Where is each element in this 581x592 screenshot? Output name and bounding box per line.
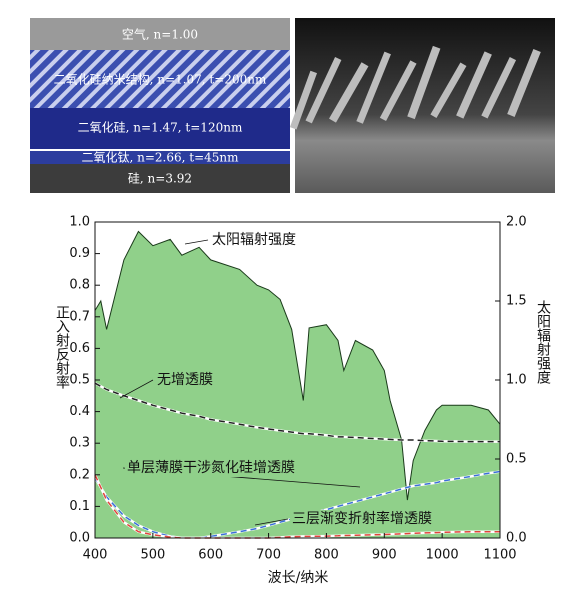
y-tick-label: 0.2 <box>69 467 90 482</box>
layer-label: 二氧化硅, n=1.47, t=120nm <box>78 121 243 135</box>
layer-gap <box>30 149 290 151</box>
nanorods <box>289 45 541 130</box>
y-tick-label: 0.8 <box>69 278 90 293</box>
y2-tick-label: 0.5 <box>506 452 527 467</box>
series-label: 单层薄膜干涉氮化硅增透膜 <box>127 460 295 476</box>
series-line <box>94 382 500 443</box>
y-tick-label: 0.1 <box>69 499 90 514</box>
x-tick-label: 900 <box>372 548 397 563</box>
y2-tick-label: 0.0 <box>506 531 527 546</box>
chart: 正入射反射率 太阳辐射强度 波长/纳米 0.0 0.1 0.2 0.3 0.4 0.5 0.… <box>54 215 551 587</box>
series-label: 太阳辐射强度 <box>212 232 296 248</box>
y-tick-label: 0.9 <box>69 246 90 261</box>
sem-image <box>289 18 555 193</box>
x-tick-label: 600 <box>198 548 223 563</box>
x-tick-label: 700 <box>256 548 281 563</box>
x-tick-label: 500 <box>140 548 165 563</box>
x-tick-label: 800 <box>314 548 339 563</box>
series-label: 无增透膜 <box>157 372 213 388</box>
layer-sio2 <box>30 108 290 149</box>
layer-label: 空气, n=1.00 <box>122 27 198 42</box>
label-leader <box>119 379 154 399</box>
label-leader <box>254 518 289 526</box>
label-leader <box>184 239 209 245</box>
x-tick-label: 1100 <box>483 548 516 563</box>
y2-tick-label: 2.0 <box>506 215 527 230</box>
layer-nano <box>30 50 290 108</box>
y-tick-label: 0.7 <box>69 309 90 324</box>
series-line <box>94 474 500 539</box>
x-tick-label: 400 <box>83 548 108 563</box>
y-tick-label: 0.0 <box>69 531 90 546</box>
layer-label: 二氧化硅纳米结构, n=1.07, t=200nm <box>54 72 267 87</box>
y-tick-label: 0.4 <box>69 404 90 419</box>
layer-tio2 <box>30 151 290 164</box>
label-bg <box>125 459 297 477</box>
y-tick-label: 1.0 <box>69 215 90 230</box>
y-tick-label: 0.3 <box>69 436 90 451</box>
y-tick-label: 0.5 <box>69 373 90 388</box>
y2-axis-label: 太阳辐射强度 <box>535 300 551 384</box>
layer-diagram: 空气, n=1.00 二氧化硅纳米结构, n=1.07, t=200nm 二氧化… <box>30 18 290 193</box>
x-axis-label: 波长/纳米 <box>268 570 329 586</box>
y-tick-label: 0.6 <box>69 341 90 356</box>
layer-si <box>30 164 290 193</box>
layer-label: 硅, n=3.92 <box>128 172 192 186</box>
label-bg <box>290 510 434 528</box>
label-bg <box>210 231 298 249</box>
label-bg <box>155 371 215 389</box>
x-tick-label: 1000 <box>426 548 459 563</box>
layer-label: 二氧化钛, n=2.66, t=45nm <box>81 150 239 165</box>
y2-tick-label: 1.0 <box>506 373 527 388</box>
layer-air <box>30 18 290 50</box>
series-label: 三层渐变折射率增透膜 <box>292 510 432 527</box>
y2-tick-label: 1.5 <box>506 294 527 309</box>
y-axis-label: 正入射反射率 <box>54 305 70 389</box>
